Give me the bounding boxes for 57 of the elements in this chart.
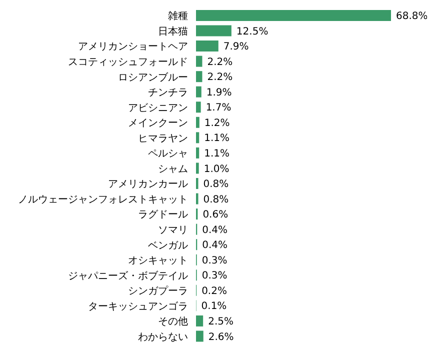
y-tick-label: わからない	[138, 332, 188, 343]
data-label: 2.2%	[207, 72, 233, 84]
bar	[196, 25, 232, 36]
bar	[196, 162, 199, 174]
bar	[196, 330, 204, 342]
y-tick-label: 雑種	[168, 10, 188, 22]
data-label: 0.4%	[202, 224, 228, 236]
bar	[196, 102, 201, 113]
y-tick-label: ソマリ	[158, 225, 188, 236]
data-label: 0.8%	[203, 194, 229, 206]
y-tick-label: ペルシャ	[148, 148, 188, 160]
data-label: 0.2%	[202, 286, 227, 297]
data-label: 0.4%	[202, 240, 228, 252]
y-tick-label: スコティッシュフォールド	[68, 57, 188, 68]
data-label: 1.7%	[206, 102, 232, 114]
y-tick-label: メインクーン	[128, 118, 188, 130]
y-tick-label: シンガプーラ	[128, 285, 188, 298]
data-label: 0.8%	[203, 179, 229, 190]
bar	[196, 116, 200, 128]
y-tick-label: ロシアンブルー	[118, 71, 188, 84]
y-tick-label: ヒマラヤン	[138, 133, 188, 144]
y-tick-label: アメリカンカール	[108, 179, 188, 190]
y-tick-label: アメリカンショートヘア	[78, 42, 188, 53]
data-label: 7.9%	[223, 42, 249, 53]
bar	[196, 132, 200, 144]
bar	[196, 86, 202, 98]
y-tick-label: チンチラ	[148, 88, 188, 99]
y-tick-label: 日本猫	[158, 25, 188, 38]
bar	[196, 315, 204, 326]
data-label: 1.2%	[204, 118, 230, 129]
bar	[196, 71, 202, 82]
bar	[196, 10, 391, 21]
y-tick-label: ノルウェージャンフォレストキャット	[18, 194, 188, 206]
data-label: 0.6%	[202, 210, 228, 221]
y-tick-label: アビシニアン	[128, 102, 188, 114]
data-label: 1.1%	[204, 133, 230, 144]
data-label: 1.1%	[204, 148, 230, 160]
data-label: 1.0%	[204, 164, 230, 175]
data-label: 0.3%	[202, 255, 228, 266]
y-tick-label: オシキャット	[128, 256, 188, 267]
data-label: 12.5%	[236, 26, 268, 38]
data-label: 0.3%	[202, 270, 228, 282]
data-label: 1.9%	[206, 87, 232, 98]
data-label: 2.2%	[207, 56, 233, 68]
y-tick-label: ジャパニーズ・ボブテイル	[68, 270, 188, 282]
y-tick-label: シャム	[158, 164, 188, 175]
bar	[196, 56, 202, 67]
data-label: 0.1%	[201, 301, 227, 312]
y-tick-label: ベンガル	[148, 240, 188, 252]
bar	[196, 40, 218, 52]
bar	[196, 147, 200, 158]
y-tick-label: ラグドール	[138, 210, 188, 221]
y-tick-label: ターキッシュアンゴラ	[88, 300, 188, 312]
data-label: 68.8%	[396, 11, 428, 22]
data-label: 2.6%	[208, 332, 234, 343]
y-tick-label: その他	[158, 316, 188, 328]
data-label: 2.5%	[208, 316, 234, 328]
